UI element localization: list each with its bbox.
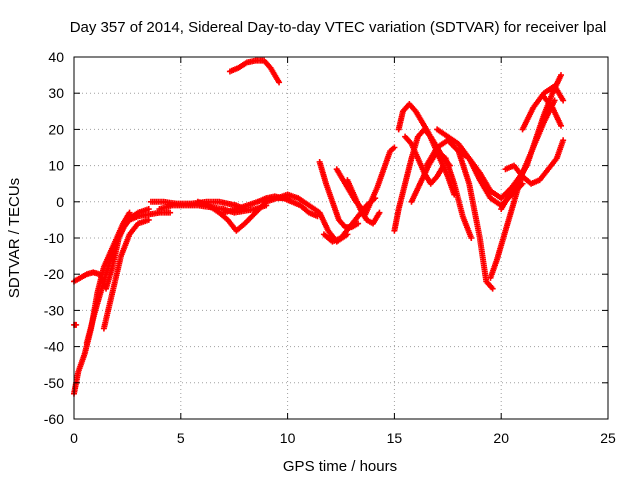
- series-arc9: [226, 57, 283, 86]
- series-arc8: [220, 193, 321, 220]
- y-tick-label: 40: [48, 49, 64, 65]
- x-tick-label: 0: [70, 430, 78, 446]
- data-point: [391, 144, 398, 151]
- y-tick-label: -30: [44, 302, 64, 318]
- data-point: [468, 235, 475, 241]
- data-point: [560, 137, 567, 144]
- x-tick-label: 25: [600, 430, 616, 446]
- data-point: [558, 72, 565, 79]
- data-point: [560, 97, 567, 104]
- y-tick-label: -20: [44, 266, 64, 282]
- series-arc27: [540, 93, 565, 129]
- data-point: [276, 79, 283, 86]
- y-tick-label: -40: [44, 339, 64, 355]
- series-arc3: [83, 209, 174, 346]
- series-arc19: [408, 148, 475, 241]
- series-arc20: [423, 137, 496, 292]
- data-point: [145, 216, 152, 223]
- series-arc2: [71, 209, 133, 397]
- data-point: [489, 285, 496, 292]
- y-axis-ticks: -60 -50 -40 -30 -20 -10 0 10 20 30 40: [44, 49, 608, 427]
- x-tick-label: 5: [177, 430, 185, 446]
- data-points: [71, 57, 567, 397]
- y-tick-label: 30: [48, 85, 64, 101]
- series-arc18: [402, 133, 447, 187]
- series-arc15: [361, 144, 398, 220]
- series-arc4: [100, 216, 152, 332]
- series-arc23: [487, 169, 526, 281]
- data-point: [376, 209, 383, 216]
- data-point: [355, 220, 362, 227]
- series-arc6: [156, 202, 270, 216]
- y-tick-label: -10: [44, 230, 64, 246]
- y-tick-label: -50: [44, 375, 64, 391]
- x-tick-label: 10: [280, 430, 296, 446]
- series-arc25: [502, 137, 567, 187]
- data-point: [167, 209, 174, 216]
- chart-title: Day 357 of 2014, Sidereal Day-to-day VTE…: [70, 19, 607, 36]
- y-tick-label: 20: [48, 121, 64, 137]
- data-point: [558, 122, 565, 129]
- y-tick-label: -60: [44, 411, 64, 427]
- x-tick-label: 20: [493, 430, 509, 446]
- series-arc28: [71, 321, 80, 328]
- x-axis-ticks: 0 5 10 15 20 25: [70, 57, 616, 446]
- x-axis-label: GPS time / hours: [283, 458, 397, 475]
- data-point: [126, 209, 133, 216]
- data-point: [145, 206, 152, 213]
- y-tick-label: 0: [56, 194, 64, 210]
- x-tick-label: 15: [387, 430, 403, 446]
- y-tick-label: 10: [48, 158, 64, 174]
- y-axis-label: SDTVAR / TECUs: [6, 178, 23, 298]
